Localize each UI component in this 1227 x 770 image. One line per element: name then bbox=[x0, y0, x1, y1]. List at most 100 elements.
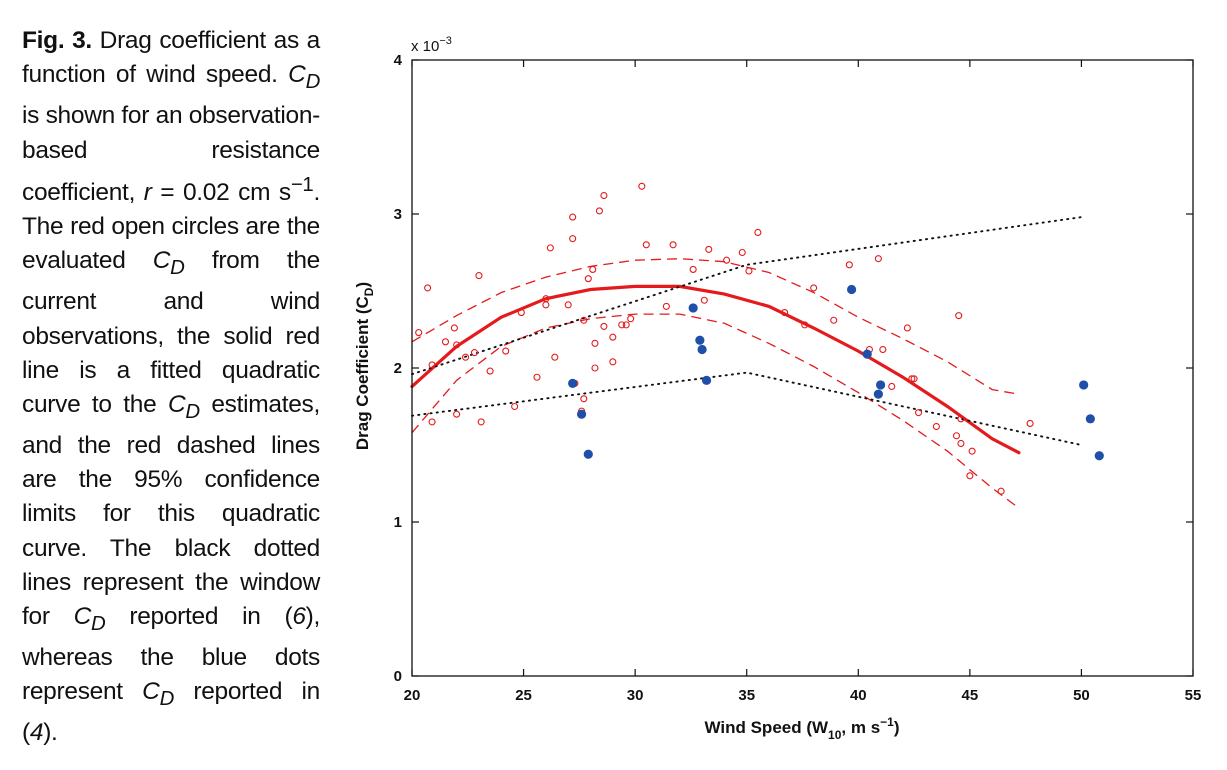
red-open-circle-point bbox=[618, 321, 626, 329]
red-open-circle-point bbox=[627, 315, 635, 323]
red-open-circle-point bbox=[600, 322, 608, 330]
red-open-circle-point bbox=[957, 439, 965, 448]
red-open-circle-point bbox=[591, 339, 599, 347]
red-open-circle-point bbox=[689, 265, 697, 273]
blue-dot-point bbox=[846, 284, 857, 295]
red-open-circle-point bbox=[903, 324, 911, 332]
blue-dot-point bbox=[873, 389, 883, 399]
red-open-circle-point bbox=[888, 382, 896, 391]
red-open-circle-point bbox=[914, 409, 923, 417]
caption-text: reported in ( bbox=[22, 678, 321, 747]
red-open-circle-point bbox=[745, 267, 753, 275]
red-open-circle-point bbox=[908, 375, 916, 383]
red-open-circle-point bbox=[781, 309, 789, 317]
red-open-circle-point bbox=[955, 312, 963, 320]
blue-dot-point bbox=[576, 409, 587, 419]
blue-dot-point bbox=[568, 378, 578, 388]
red-open-circle-point bbox=[533, 373, 541, 381]
red-open-circle-point bbox=[569, 213, 577, 221]
x-tick-label: 20 bbox=[404, 687, 421, 704]
red-open-circle-point bbox=[738, 248, 746, 257]
red-open-circle-point bbox=[957, 415, 965, 423]
reference-6: 6 bbox=[292, 603, 306, 631]
red-open-circle-point bbox=[638, 182, 646, 190]
red-open-circle-point bbox=[502, 347, 510, 355]
x-tick-label: 55 bbox=[1185, 687, 1202, 704]
y-axis-label: Drag Coefficient (CD) bbox=[353, 282, 376, 450]
red-open-circle-point bbox=[754, 228, 762, 237]
caption-text: estimates, and the red dashed lines are … bbox=[22, 390, 320, 631]
red-open-circle-point bbox=[450, 324, 458, 332]
cd-symbol: C bbox=[73, 603, 92, 631]
red-open-circle-point bbox=[910, 375, 918, 383]
caption-text: Drag coefficient as a function of wind s… bbox=[22, 27, 320, 89]
red-open-circle-point bbox=[609, 333, 617, 341]
red-open-circle-point bbox=[453, 341, 461, 349]
y-tick-label: 1 bbox=[394, 514, 402, 531]
cd-symbol: C bbox=[152, 247, 171, 275]
confidence-limit-line bbox=[411, 313, 1020, 509]
blue-dot-point bbox=[1094, 451, 1104, 461]
cd-window-line bbox=[411, 216, 1083, 376]
caption-text: ), whereas the blue dots represent bbox=[22, 603, 321, 706]
red-open-circle-point bbox=[810, 284, 818, 292]
red-open-circle-point bbox=[486, 367, 494, 375]
red-open-circle-point bbox=[453, 410, 461, 418]
red-open-circle-point bbox=[542, 301, 550, 309]
blue-dot-point bbox=[583, 449, 593, 459]
blue-dot-point bbox=[1085, 414, 1095, 424]
red-open-circle-point bbox=[475, 272, 483, 280]
r-symbol: r bbox=[143, 178, 152, 206]
red-open-circle-point bbox=[700, 296, 708, 304]
x-tick-label: 40 bbox=[850, 687, 867, 704]
red-open-circle-point bbox=[517, 309, 525, 317]
y-tick-label: 0 bbox=[394, 668, 402, 685]
red-open-circle-point bbox=[428, 361, 436, 369]
red-open-circle-point bbox=[569, 235, 577, 243]
red-open-circle-point bbox=[424, 284, 432, 292]
red-open-circle-point bbox=[1026, 419, 1034, 427]
red-open-circle-point bbox=[591, 364, 599, 372]
red-open-circle-point bbox=[642, 241, 650, 249]
x-tick-label: 50 bbox=[1073, 687, 1090, 704]
x-axis-label: Wind Speed (W10, m s−1) bbox=[704, 715, 899, 742]
x-tick-label: 25 bbox=[515, 687, 532, 704]
blue-dot-point bbox=[701, 375, 712, 385]
red-open-circle-point bbox=[441, 338, 450, 346]
red-open-circle-point bbox=[546, 244, 554, 252]
blue-dot-point bbox=[688, 303, 698, 313]
caption-text: is shown for an observation-based resist… bbox=[22, 102, 321, 206]
cd-subscript: D bbox=[185, 400, 200, 423]
red-open-circle-point bbox=[462, 353, 470, 361]
red-open-circle-point bbox=[801, 321, 809, 329]
figure-label: Fig. 3. bbox=[22, 27, 92, 54]
red-open-circle-point bbox=[968, 447, 976, 455]
caption-text: from the current and wind observations, … bbox=[22, 247, 320, 418]
caption-text: = 0.02 cm s bbox=[151, 178, 291, 206]
red-open-circle-point bbox=[830, 316, 838, 324]
confidence-limit-line bbox=[411, 258, 1020, 395]
reference-4: 4 bbox=[29, 719, 44, 747]
red-open-circle-point bbox=[609, 358, 617, 366]
red-open-circle-point bbox=[477, 418, 485, 426]
figure-caption: Fig. 3. Drag coefficient as a function o… bbox=[22, 24, 320, 751]
x-tick-label: 45 bbox=[962, 687, 979, 704]
caption-text: ). bbox=[43, 719, 58, 747]
blue-dot-point bbox=[862, 349, 872, 359]
red-open-circle-point bbox=[470, 349, 479, 357]
red-open-circle-point bbox=[932, 422, 940, 431]
red-open-circle-point bbox=[845, 261, 853, 269]
red-open-circle-point bbox=[874, 255, 882, 263]
red-open-circle-point bbox=[662, 302, 670, 310]
red-open-circle-point bbox=[580, 395, 588, 403]
plot-frame bbox=[411, 59, 1194, 677]
blue-dot-point bbox=[695, 335, 705, 345]
red-open-circle-point bbox=[595, 207, 603, 215]
cd-subscript: D bbox=[305, 71, 321, 94]
red-open-circle-point bbox=[879, 345, 887, 354]
cd-subscript: D bbox=[91, 612, 106, 635]
red-open-circle-point bbox=[584, 275, 592, 283]
x-tick-label: 35 bbox=[738, 687, 755, 704]
cd-symbol: C bbox=[288, 61, 306, 89]
